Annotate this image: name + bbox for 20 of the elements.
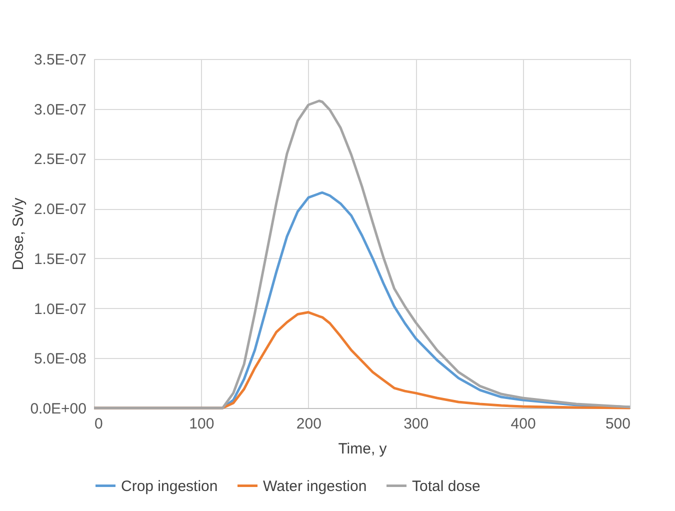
y-tick-label: 1.0E-07 bbox=[34, 300, 86, 318]
y-tick-label: 2.5E-07 bbox=[34, 151, 86, 168]
x-tick-label: 0 bbox=[94, 416, 103, 432]
y-tick-label: 5.0E-08 bbox=[34, 350, 86, 368]
x-tick-label: 400 bbox=[510, 416, 536, 432]
x-axis-title: Time, y bbox=[338, 440, 388, 458]
legend-label: Crop ingestion bbox=[121, 478, 218, 495]
y-axis-title: Dose, Sv/y bbox=[10, 197, 28, 270]
legend-label: Total dose bbox=[412, 478, 480, 495]
y-tick-label: 2.0E-07 bbox=[34, 201, 86, 218]
y-tick-label: 3.5E-07 bbox=[34, 52, 86, 68]
x-tick-label: 500 bbox=[605, 416, 630, 432]
legend-label: Water ingestion bbox=[263, 478, 367, 495]
x-tick-label: 100 bbox=[189, 416, 214, 432]
y-tick-label: 0.0E+00 bbox=[30, 400, 86, 418]
x-tick-label: 200 bbox=[296, 416, 322, 432]
x-tick-label: 300 bbox=[404, 416, 429, 432]
y-tick-label: 3.0E-07 bbox=[34, 101, 86, 118]
line-series bbox=[92, 100, 632, 410]
y-tick-label: 1.5E-07 bbox=[34, 250, 86, 268]
